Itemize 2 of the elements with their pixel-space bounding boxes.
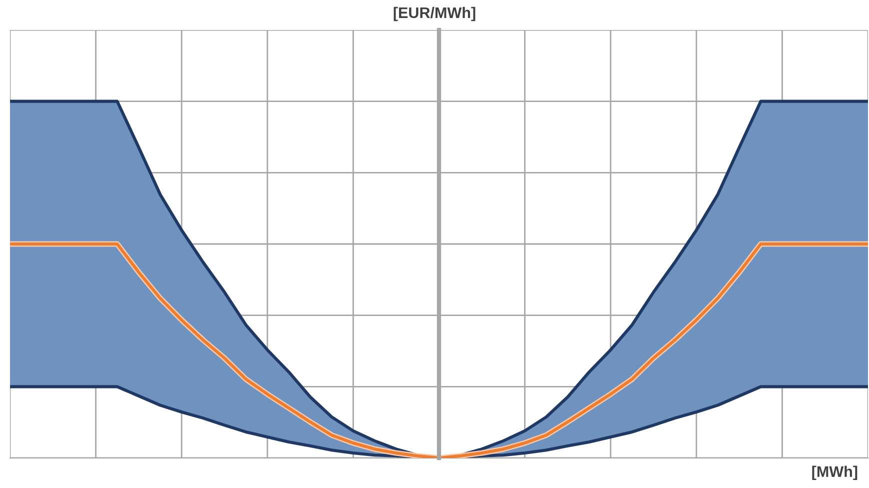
text: [EUR/MWh] bbox=[394, 6, 476, 22]
x-axis-title: [MWh] bbox=[812, 466, 858, 480]
